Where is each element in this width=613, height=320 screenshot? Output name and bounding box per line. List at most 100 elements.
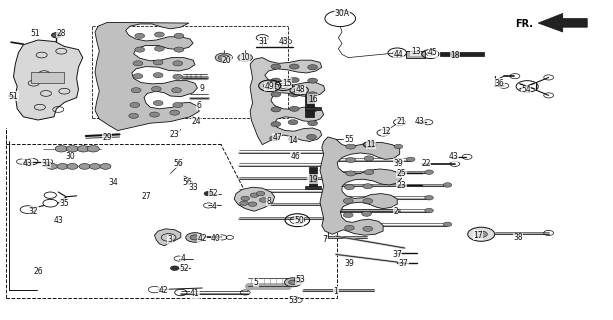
Text: 16: 16 — [308, 95, 318, 104]
Text: 52: 52 — [208, 189, 218, 198]
Circle shape — [271, 107, 281, 112]
Text: 43: 43 — [53, 216, 63, 225]
Circle shape — [170, 266, 179, 270]
Text: 33: 33 — [188, 183, 198, 192]
Text: 3: 3 — [167, 236, 172, 244]
Text: 56: 56 — [182, 178, 192, 187]
Text: 56: 56 — [173, 159, 183, 168]
Bar — [305, 94, 314, 117]
Circle shape — [47, 164, 58, 169]
Text: 51: 51 — [31, 29, 40, 38]
Text: 45: 45 — [428, 48, 438, 57]
Circle shape — [288, 137, 298, 142]
Text: 29: 29 — [102, 133, 112, 142]
Text: 54: 54 — [521, 85, 531, 94]
Text: 30A: 30A — [335, 9, 349, 18]
Text: 44: 44 — [394, 50, 403, 59]
Circle shape — [308, 121, 318, 126]
Text: 53: 53 — [288, 296, 298, 305]
Text: 13: 13 — [411, 47, 421, 56]
Circle shape — [289, 77, 299, 83]
Circle shape — [153, 60, 163, 65]
Bar — [305, 186, 321, 189]
Text: 34: 34 — [109, 178, 118, 187]
Text: 23: 23 — [170, 130, 180, 139]
Circle shape — [345, 225, 354, 230]
Polygon shape — [320, 137, 402, 235]
Circle shape — [248, 202, 257, 206]
Circle shape — [363, 184, 373, 189]
Circle shape — [186, 233, 204, 242]
Circle shape — [425, 196, 433, 200]
Text: 6: 6 — [197, 101, 202, 110]
Text: 50: 50 — [294, 216, 304, 225]
Circle shape — [363, 198, 373, 204]
Circle shape — [173, 102, 183, 108]
Circle shape — [238, 54, 253, 61]
Circle shape — [172, 88, 181, 93]
Text: 23: 23 — [397, 181, 406, 190]
Bar — [305, 107, 321, 110]
Circle shape — [308, 65, 318, 70]
Text: 41: 41 — [190, 289, 200, 298]
Text: 1: 1 — [333, 287, 338, 296]
Text: 5: 5 — [254, 278, 259, 287]
Text: 39: 39 — [394, 159, 403, 168]
Circle shape — [131, 88, 141, 93]
Circle shape — [67, 164, 78, 169]
Circle shape — [288, 120, 298, 125]
Text: 12: 12 — [381, 127, 391, 136]
Text: 25: 25 — [397, 169, 406, 178]
Circle shape — [259, 198, 268, 202]
Circle shape — [250, 193, 259, 197]
Circle shape — [289, 64, 299, 69]
Text: 43: 43 — [449, 152, 459, 161]
Text: 4: 4 — [180, 254, 185, 263]
Circle shape — [443, 222, 452, 227]
Text: 43: 43 — [278, 37, 288, 46]
Text: 30: 30 — [66, 152, 75, 161]
Circle shape — [204, 191, 213, 196]
Text: 24: 24 — [191, 117, 201, 126]
Circle shape — [271, 122, 281, 127]
Text: 35: 35 — [59, 199, 69, 208]
Text: 46: 46 — [291, 152, 300, 161]
Circle shape — [425, 170, 433, 174]
Polygon shape — [250, 58, 325, 145]
Circle shape — [51, 33, 61, 38]
Text: 4: 4 — [212, 202, 217, 211]
Text: 7: 7 — [322, 235, 327, 244]
Polygon shape — [154, 229, 181, 246]
Text: 19: 19 — [308, 175, 318, 184]
Circle shape — [240, 201, 248, 205]
Text: 11: 11 — [366, 140, 376, 148]
Circle shape — [308, 107, 318, 112]
Text: 47: 47 — [272, 133, 282, 142]
Circle shape — [150, 112, 159, 117]
Circle shape — [173, 74, 183, 79]
Circle shape — [270, 136, 280, 141]
Text: 21: 21 — [397, 117, 406, 126]
Polygon shape — [13, 40, 83, 120]
Circle shape — [133, 74, 143, 79]
Circle shape — [153, 100, 163, 106]
Text: 22: 22 — [421, 159, 431, 168]
Bar — [309, 167, 317, 187]
Text: 2: 2 — [393, 207, 398, 216]
Circle shape — [135, 47, 145, 52]
Circle shape — [346, 171, 356, 176]
Bar — [406, 51, 425, 58]
Circle shape — [215, 53, 232, 62]
Circle shape — [77, 146, 89, 152]
Circle shape — [190, 235, 200, 240]
Polygon shape — [538, 13, 587, 32]
Circle shape — [406, 157, 415, 162]
Text: 48: 48 — [295, 85, 305, 94]
Circle shape — [271, 64, 281, 69]
Text: 51: 51 — [9, 92, 18, 100]
Text: 27: 27 — [141, 192, 151, 201]
Text: 37: 37 — [392, 250, 402, 259]
Text: 26: 26 — [33, 268, 43, 276]
Circle shape — [308, 78, 318, 83]
Circle shape — [364, 170, 374, 175]
